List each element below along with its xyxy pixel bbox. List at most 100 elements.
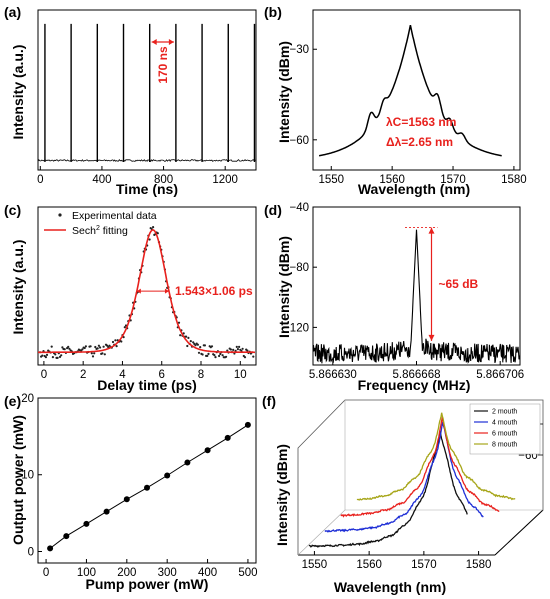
panel-b-spectrum bbox=[318, 24, 502, 157]
panel-c-data-point bbox=[41, 354, 44, 357]
panel-a-xtick-label: 1200 bbox=[212, 174, 238, 186]
panel-c-data-point bbox=[101, 352, 104, 355]
panel-c-data-point bbox=[83, 346, 86, 350]
panel-e-data-point bbox=[164, 472, 171, 479]
panel-c-plot: 1.543×1.06 ps bbox=[38, 226, 255, 359]
panel-e-xtick-label: 400 bbox=[198, 567, 217, 579]
panel-a-frame bbox=[37, 9, 257, 171]
panel-c-data-point bbox=[63, 348, 66, 351]
panel-c-data-point bbox=[201, 353, 204, 356]
panel-c-data-point bbox=[84, 345, 87, 348]
panel-c-data-point bbox=[106, 344, 109, 347]
panel-e-xtick-label: 100 bbox=[77, 567, 96, 579]
panel-c-data-point bbox=[226, 349, 229, 352]
panel-f-legend: 2 mouth 4 mouth 6 mouth 8 mouth bbox=[469, 403, 541, 455]
panel-c-xtick-label: 10 bbox=[234, 369, 247, 381]
panel-e-xtick-label: 0 bbox=[43, 567, 49, 579]
panel-c-data-point bbox=[91, 355, 95, 358]
panel-d-ytick-label: −40 bbox=[289, 202, 309, 214]
panel-b-plot: λC=1563 nm Δλ=2.65 nm bbox=[318, 24, 502, 157]
panel-a-xlabel: Time (ns) bbox=[116, 181, 178, 197]
panel-f-series-line bbox=[324, 422, 484, 533]
panel-e-xlabel: Pump power (mW) bbox=[86, 576, 209, 592]
panel-c-data-point bbox=[252, 355, 255, 358]
panel-c-data-point bbox=[210, 345, 214, 348]
panel-a-plot: 170 ns bbox=[37, 23, 256, 163]
legend-label-6-mouth: 6 mouth bbox=[492, 431, 517, 438]
panel-c-data-point bbox=[214, 356, 217, 359]
panel-c-data-point bbox=[199, 346, 202, 349]
panel-c-data-point bbox=[197, 351, 201, 354]
panel-c-label: (c) bbox=[4, 202, 21, 218]
panel-d-xtick-label: 5.866668 bbox=[393, 369, 441, 381]
panel-d: (d) Intensity (dBm) Frequency (MHz) ~65 … bbox=[264, 202, 524, 393]
panel-d-ytick-label: −80 bbox=[289, 262, 309, 274]
panel-c-data-point bbox=[90, 352, 93, 355]
panel-f-plot bbox=[308, 412, 516, 548]
panel-b-annotation-bandwidth: Δλ=2.65 nm bbox=[386, 135, 453, 149]
panel-c-legend: Experimental data Sech2 fitting bbox=[44, 210, 157, 237]
panel-d-annotation: ~65 dB bbox=[439, 277, 479, 291]
panel-c-data-point bbox=[185, 335, 188, 338]
panel-a-xtick-label: 400 bbox=[92, 174, 111, 186]
panel-a: (a) Intensity (a.u.) Time (ns) 170 ns 0 4… bbox=[4, 4, 257, 197]
panel-c-data-point bbox=[58, 355, 62, 358]
panel-c-data-point bbox=[120, 340, 123, 343]
panel-c-data-point bbox=[51, 356, 55, 359]
panel-a-span-arrowheads bbox=[151, 39, 174, 45]
panel-c-data-point bbox=[179, 334, 182, 337]
panel-c-data-point bbox=[89, 345, 92, 348]
panel-c-xtick-label: 8 bbox=[198, 369, 204, 381]
panel-f-ylabel: Intensity (dBm) bbox=[274, 444, 290, 546]
panel-b-ylabel: Intensity (dBm) bbox=[276, 41, 292, 143]
panel-c-frame bbox=[37, 206, 257, 366]
panel-e-ytick-label: 20 bbox=[21, 393, 34, 405]
panel-c-data-point bbox=[99, 346, 102, 349]
panel-c-data-point bbox=[236, 348, 239, 351]
panel-c-data-point bbox=[111, 340, 115, 344]
panel-f-series-line bbox=[356, 412, 516, 501]
panel-c-xtick-label: 6 bbox=[159, 369, 165, 381]
panel-c-data-point bbox=[235, 345, 238, 348]
panel-d-xtick-label: 5.866630 bbox=[309, 369, 357, 381]
panel-c-data-point bbox=[123, 326, 126, 329]
panel-d-xtick-label: 5.866706 bbox=[476, 369, 524, 381]
legend-label-experimental: Experimental data bbox=[72, 210, 157, 222]
panel-e-data-point bbox=[47, 545, 54, 552]
panel-c-data-point bbox=[94, 345, 97, 349]
panel-c-xtick-label: 2 bbox=[80, 369, 86, 381]
panel-f-xtick-label: 1560 bbox=[356, 559, 382, 571]
panel-c-data-point bbox=[194, 344, 197, 347]
panel-e-data-point bbox=[184, 459, 191, 466]
panel-c-data-point bbox=[60, 354, 63, 357]
panel-f-legend-box bbox=[469, 403, 541, 455]
panel-a-ylabel: Intensity (a.u.) bbox=[10, 45, 26, 140]
panel-e-data-point bbox=[204, 447, 211, 454]
panel-c-annotation: 1.543×1.06 ps bbox=[175, 284, 253, 298]
panel-c-data-point bbox=[114, 339, 117, 342]
panel-c-data-point bbox=[186, 344, 189, 348]
panel-c-ticks: 0 2 4 6 8 10 bbox=[41, 361, 247, 381]
panel-c-data-point bbox=[67, 345, 70, 348]
panel-f-xlabel: Wavelength (nm) bbox=[334, 579, 446, 595]
panel-c-xtick-label: 0 bbox=[41, 369, 47, 381]
panel-b-xtick-label: 1570 bbox=[440, 174, 466, 186]
panel-c-data-point bbox=[61, 346, 64, 349]
panel-e-data-point bbox=[144, 484, 150, 491]
panel-c: (c) Intensity (a.u.) Delay time (ps) 1.5… bbox=[4, 202, 257, 393]
legend-label-8-mouth: 8 mouth bbox=[492, 442, 517, 449]
panel-a-annotation: 170 ns bbox=[156, 46, 170, 84]
panel-d-label: (d) bbox=[264, 202, 282, 218]
panel-c-data-point bbox=[196, 343, 199, 346]
panel-e-xtick-label: 300 bbox=[158, 567, 177, 579]
panel-c-data-point bbox=[93, 352, 96, 355]
panel-c-data-point bbox=[96, 347, 99, 350]
panel-f-xtick-label: 1550 bbox=[302, 559, 328, 571]
panel-b-ytick-label: −60 bbox=[289, 135, 309, 147]
panel-e-data-point bbox=[224, 434, 231, 441]
panel-e-data-point bbox=[83, 520, 90, 527]
panel-a-xtick-label: 800 bbox=[154, 174, 173, 186]
panel-c-data-point bbox=[68, 347, 71, 350]
panel-a-baseline-noise bbox=[37, 159, 256, 163]
